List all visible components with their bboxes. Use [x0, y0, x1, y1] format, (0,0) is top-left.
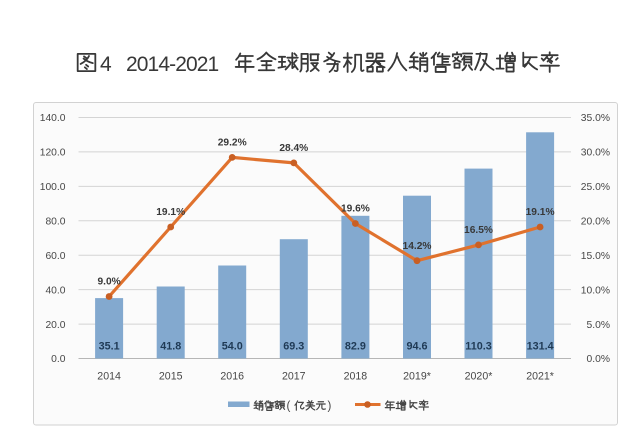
- svg-text:5.0%: 5.0%: [587, 320, 610, 331]
- svg-text:0.0: 0.0: [51, 354, 66, 365]
- svg-text:2018: 2018: [344, 371, 368, 383]
- svg-text:16.5%: 16.5%: [464, 225, 493, 236]
- svg-text:29.2%: 29.2%: [218, 138, 247, 149]
- svg-text:131.4: 131.4: [527, 341, 554, 353]
- svg-text:120.0: 120.0: [40, 148, 66, 159]
- svg-text:60.0: 60.0: [45, 251, 65, 262]
- svg-text:(: (: [287, 401, 291, 413]
- svg-text:30.0%: 30.0%: [581, 148, 610, 159]
- svg-text:2014-2021: 2014-2021: [126, 53, 219, 76]
- svg-text:2021*: 2021*: [526, 371, 554, 383]
- svg-text:54.0: 54.0: [222, 341, 243, 353]
- svg-text:): ): [328, 401, 332, 413]
- svg-text:10.0%: 10.0%: [581, 285, 610, 296]
- svg-text:14.2%: 14.2%: [403, 241, 432, 252]
- svg-text:20.0: 20.0: [45, 320, 65, 331]
- svg-text:80.0: 80.0: [45, 217, 65, 228]
- svg-text:19.6%: 19.6%: [341, 204, 370, 215]
- svg-text:19.1%: 19.1%: [526, 207, 555, 218]
- svg-text:20.0%: 20.0%: [581, 217, 610, 228]
- svg-text:35.1: 35.1: [99, 341, 120, 353]
- svg-text:0.0%: 0.0%: [587, 354, 610, 365]
- svg-text:41.8: 41.8: [160, 341, 181, 353]
- svg-text:110.3: 110.3: [465, 341, 491, 353]
- svg-text:140.0: 140.0: [40, 113, 66, 124]
- svg-text:2015: 2015: [159, 371, 183, 383]
- svg-text:35.0%: 35.0%: [581, 113, 610, 124]
- svg-text:2014: 2014: [97, 371, 121, 383]
- svg-text:15.0%: 15.0%: [581, 251, 610, 262]
- svg-text:25.0%: 25.0%: [581, 182, 610, 193]
- svg-text:2017: 2017: [282, 371, 306, 383]
- svg-text:19.1%: 19.1%: [156, 207, 185, 218]
- svg-text:40.0: 40.0: [45, 285, 65, 296]
- svg-text:100.0: 100.0: [40, 182, 66, 193]
- svg-text:2020*: 2020*: [465, 371, 493, 383]
- svg-text:69.3: 69.3: [283, 341, 304, 353]
- svg-text:82.9: 82.9: [345, 341, 366, 353]
- svg-text:2016: 2016: [220, 371, 244, 383]
- svg-text:9.0%: 9.0%: [97, 277, 120, 288]
- svg-text:94.6: 94.6: [406, 341, 427, 353]
- svg-text:2019*: 2019*: [403, 371, 431, 383]
- svg-text:28.4%: 28.4%: [279, 143, 308, 154]
- svg-text:4: 4: [100, 53, 112, 76]
